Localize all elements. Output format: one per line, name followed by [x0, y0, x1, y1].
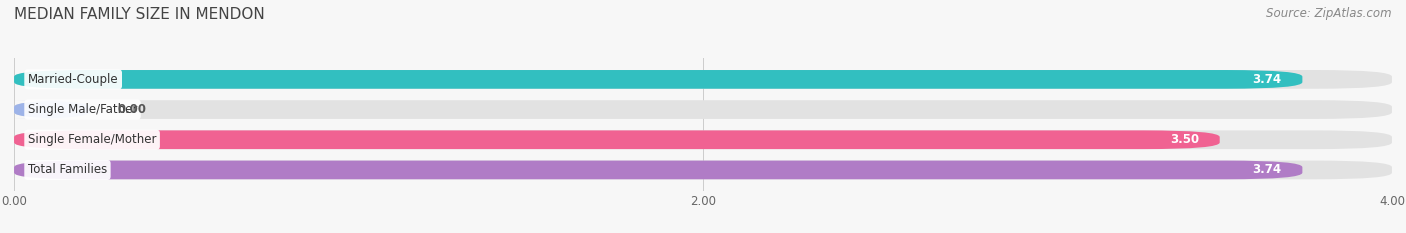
FancyBboxPatch shape — [14, 70, 1392, 89]
Text: 3.74: 3.74 — [1253, 73, 1282, 86]
FancyBboxPatch shape — [14, 100, 90, 119]
FancyBboxPatch shape — [14, 130, 1219, 149]
Text: Single Female/Mother: Single Female/Mother — [28, 133, 156, 146]
Text: Source: ZipAtlas.com: Source: ZipAtlas.com — [1267, 7, 1392, 20]
Text: Total Families: Total Families — [28, 163, 107, 176]
Text: Married-Couple: Married-Couple — [28, 73, 118, 86]
Text: 3.50: 3.50 — [1170, 133, 1199, 146]
Text: Single Male/Father: Single Male/Father — [28, 103, 138, 116]
FancyBboxPatch shape — [14, 161, 1302, 179]
FancyBboxPatch shape — [14, 161, 1392, 179]
Text: 3.74: 3.74 — [1253, 163, 1282, 176]
Text: MEDIAN FAMILY SIZE IN MENDON: MEDIAN FAMILY SIZE IN MENDON — [14, 7, 264, 22]
FancyBboxPatch shape — [14, 130, 1392, 149]
Text: 0.00: 0.00 — [118, 103, 146, 116]
FancyBboxPatch shape — [14, 100, 1392, 119]
FancyBboxPatch shape — [14, 70, 1302, 89]
